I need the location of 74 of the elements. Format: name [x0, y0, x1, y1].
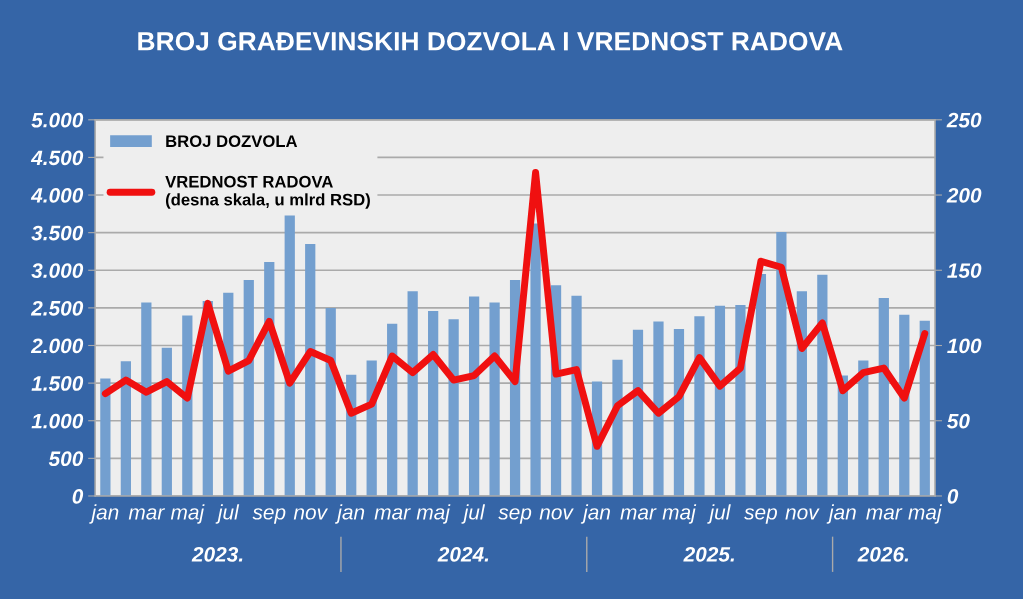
bar — [714, 305, 726, 496]
x-tick-label: mar — [866, 508, 903, 520]
bar — [632, 329, 644, 496]
bar — [530, 223, 541, 496]
bar — [878, 298, 889, 496]
x-tick-label: nov — [785, 508, 820, 520]
x-tick-label: jul — [707, 504, 731, 524]
y-tick-label: 5.000 — [31, 112, 84, 128]
y-tick-label: 3.500 — [31, 225, 84, 241]
x-tick-label: mar — [128, 508, 165, 520]
y-tick-label: 3.000 — [31, 263, 84, 279]
bar — [141, 302, 152, 496]
y-tick-label: 1.000 — [31, 413, 84, 429]
legend-label: VREDNOST RADOVA (desna skala, u mlrd RSD) — [165, 175, 370, 209]
y-tick-label: 1.500 — [31, 376, 84, 391]
bar — [243, 280, 254, 496]
x-tick-label: jul — [215, 504, 240, 524]
bar — [653, 321, 664, 496]
bar — [264, 261, 275, 496]
bar — [468, 296, 480, 496]
x-tick-label: mar — [620, 508, 657, 520]
y-tick-label: 2.000 — [30, 338, 84, 354]
x-tick-label: sep — [252, 508, 286, 524]
bar — [325, 307, 336, 496]
x-tick-label: jul — [461, 504, 485, 524]
bar — [161, 347, 172, 496]
text: 2026. — [857, 547, 909, 562]
text: 2025. — [683, 547, 734, 562]
y2-tick-label: 200 — [946, 188, 982, 203]
x-tick-label: jan — [334, 504, 365, 524]
bar — [387, 323, 398, 496]
bar — [694, 316, 705, 496]
text: 2024. — [437, 547, 489, 562]
x-tick-label: jan — [580, 504, 610, 524]
chart-title: BROJ GRAĐEVINSKIH DOZVOLA I VREDNOST RADOVA — [138, 31, 843, 51]
bar — [284, 213, 295, 496]
bar — [755, 274, 767, 496]
bar — [448, 319, 459, 496]
y2-tick-label: 0 — [947, 488, 959, 504]
y-tick-label: 4.000 — [30, 188, 84, 203]
x-tick-label: mar — [374, 508, 411, 520]
y2-tick-label: 150 — [947, 263, 982, 279]
x-tick-label: maj — [908, 504, 943, 524]
bar — [489, 302, 500, 496]
bar — [428, 310, 439, 496]
y-tick-label: 4.500 — [30, 150, 84, 166]
x-tick-label: sep — [498, 508, 532, 524]
y2-tick-label: 250 — [946, 112, 982, 128]
bar — [407, 291, 418, 496]
y-tick-label: 0 — [72, 488, 84, 504]
y-tick-label: 500 — [48, 451, 84, 467]
bar — [858, 360, 869, 496]
bar — [120, 361, 131, 496]
bar — [919, 320, 930, 496]
x-tick-label: sep — [744, 508, 778, 524]
bar — [612, 359, 623, 496]
x-tick-label: nov — [539, 508, 574, 520]
x-tick-label: nov — [293, 508, 329, 520]
legend-label: BROJ DOZVOLA — [166, 135, 298, 148]
x-tick-label: jan — [89, 504, 119, 524]
bar — [776, 231, 787, 496]
y2-tick-label: 100 — [947, 338, 982, 354]
bar — [571, 295, 582, 496]
x-tick-label: maj — [416, 504, 451, 524]
x-tick-label: maj — [170, 504, 205, 524]
bar — [817, 274, 828, 496]
bar — [305, 243, 316, 496]
x-tick-label: maj — [662, 504, 697, 524]
y-tick-label: 2.500 — [30, 300, 84, 316]
x-tick-label: jan — [826, 504, 856, 524]
text: 2023. — [191, 547, 243, 562]
bar — [673, 328, 685, 496]
y2-tick-label: 50 — [947, 413, 970, 429]
bar — [100, 378, 111, 496]
